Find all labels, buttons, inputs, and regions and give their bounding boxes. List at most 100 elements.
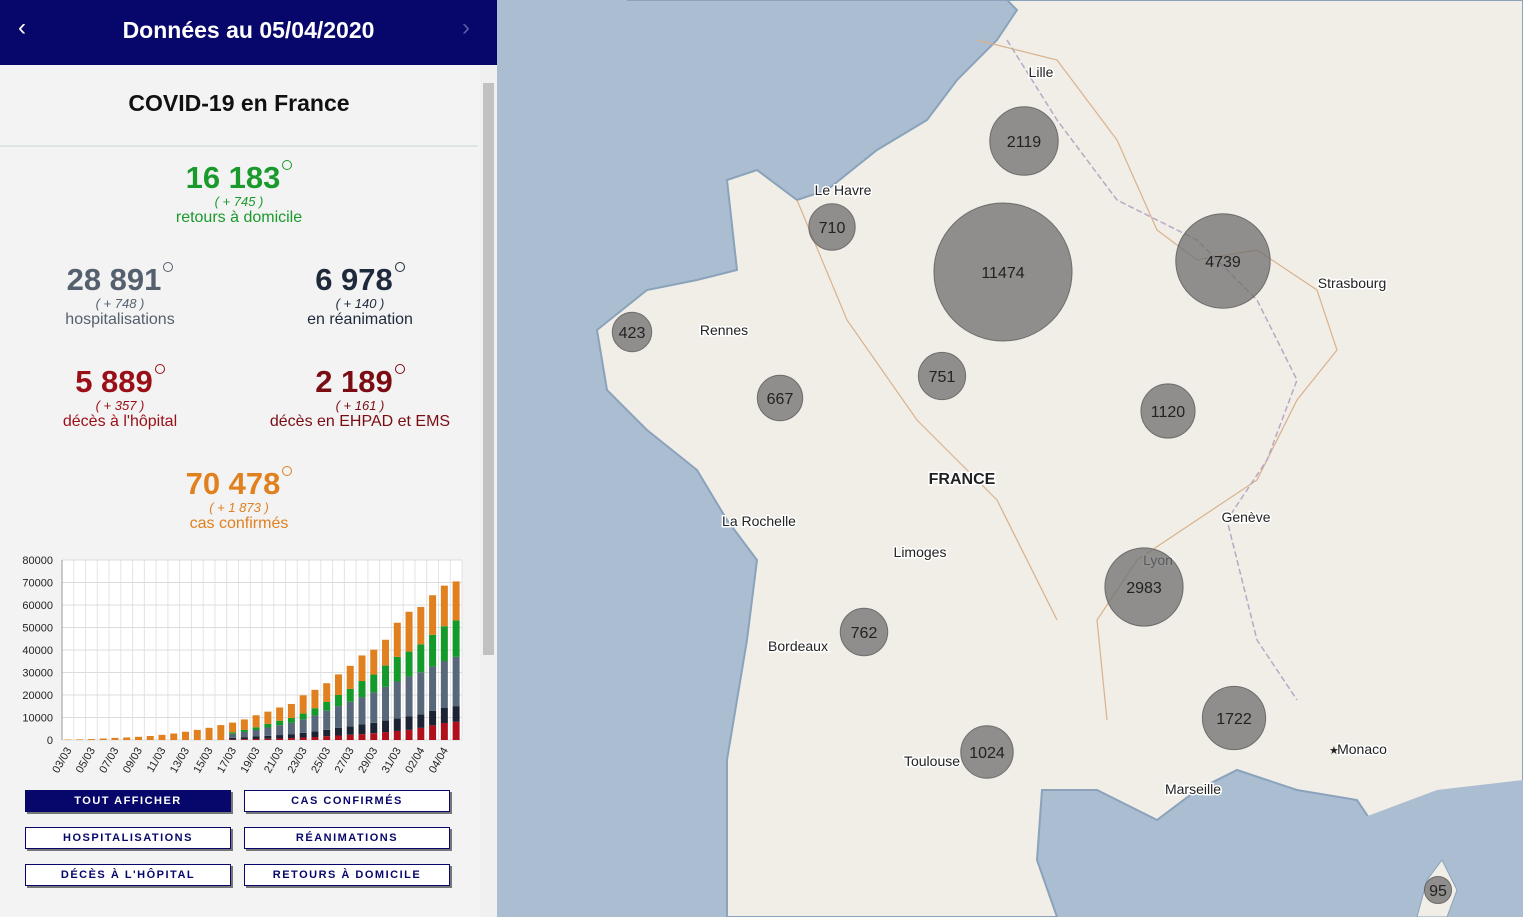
scrollbar[interactable] xyxy=(480,65,497,917)
stat-value-row: 70 478 xyxy=(119,466,359,502)
filter-button[interactable]: TOUT AFFICHER xyxy=(25,790,231,812)
bar-segment xyxy=(429,725,437,740)
header-title: Données au 05/04/2020 xyxy=(122,17,375,43)
x-tick-label: 29/03 xyxy=(356,746,380,776)
stat-label: décès à l'hôpital xyxy=(62,413,178,430)
scroll-thumb[interactable] xyxy=(483,83,494,655)
bar-segment xyxy=(382,720,390,733)
bubble-group[interactable]: 4739 xyxy=(1175,213,1271,309)
bar-segment xyxy=(370,692,378,723)
bar-segment xyxy=(334,674,342,695)
bar-segment xyxy=(287,734,295,739)
x-tick-label: 11/03 xyxy=(145,746,169,775)
bubble-group[interactable]: 667 xyxy=(756,374,804,422)
y-tick-label: 50000 xyxy=(22,623,53,635)
bar-segment xyxy=(229,739,237,740)
bubble-group[interactable]: 710 xyxy=(808,203,856,251)
bubble-group[interactable]: 423 xyxy=(611,311,653,353)
city-label: Toulouse xyxy=(904,753,960,769)
bar-segment xyxy=(417,644,425,673)
bubble-label: 95 xyxy=(1429,883,1447,900)
stat-label: en réanimation xyxy=(307,311,413,328)
stat-value-row: 2 189 xyxy=(240,364,480,400)
filter-button[interactable]: RETOURS À DOMICILE xyxy=(244,864,450,886)
bar-segment xyxy=(393,656,401,682)
bar-segment xyxy=(240,729,248,732)
bar-segment xyxy=(299,737,307,740)
city-label: Lille xyxy=(1029,64,1054,80)
bar-segment xyxy=(358,655,366,682)
bubble xyxy=(611,311,653,353)
bubble-group[interactable]: 1024 xyxy=(960,725,1014,779)
prev-arrow[interactable]: ‹ xyxy=(18,14,26,41)
stat-delta: ( + 140 ) xyxy=(335,296,385,311)
bar-segment xyxy=(346,734,354,740)
filter-button[interactable]: CAS CONFIRMÉS xyxy=(244,790,450,812)
info-icon xyxy=(394,364,405,374)
bar-segment xyxy=(229,722,237,733)
filter-button[interactable]: RÉANIMATIONS xyxy=(244,827,450,849)
filter-button[interactable]: HOSPITALISATIONS xyxy=(25,827,231,849)
bar-segment xyxy=(393,730,401,740)
bar-segment xyxy=(334,727,342,736)
next-arrow[interactable]: › xyxy=(462,14,470,41)
stat-label: décès en EHPAD et EMS xyxy=(269,413,451,430)
bar-segment xyxy=(99,738,107,740)
bar-segment xyxy=(193,729,201,740)
bubble xyxy=(933,202,1073,342)
bar-segment xyxy=(311,708,319,716)
bar-segment xyxy=(346,665,354,689)
bar-segment xyxy=(417,727,425,740)
chart: 0 10000 20000 30000 40000 50000 60000 70000 8000… xyxy=(22,555,463,776)
bar-segment xyxy=(323,683,331,702)
bubble-label: 762 xyxy=(851,625,878,642)
bar-segment xyxy=(323,729,331,737)
bar-segment xyxy=(382,639,390,666)
border xyxy=(1006,39,1298,701)
bar-segment xyxy=(452,620,460,657)
bar-segment xyxy=(299,695,307,714)
bar-segment xyxy=(405,716,413,730)
bubble-group[interactable]: 2119 xyxy=(989,106,1059,176)
bar-segment xyxy=(229,733,237,738)
bubble-group[interactable]: 1120 xyxy=(1140,383,1196,439)
bar-segment xyxy=(264,735,272,739)
filter-button[interactable]: DÉCÈS À L'HÔPITAL xyxy=(25,864,231,886)
bubble-group[interactable]: 11474 xyxy=(933,202,1073,342)
stat-value-row: 5 889 xyxy=(0,364,240,400)
stat-delta: ( + 1 873 ) xyxy=(209,500,269,515)
bar-segment xyxy=(405,611,413,652)
bar-segment xyxy=(287,703,295,718)
bar-segment xyxy=(205,727,213,740)
separator xyxy=(0,145,478,147)
bubble-group[interactable]: 95 xyxy=(1423,875,1453,905)
bubble xyxy=(1201,685,1267,751)
bubble xyxy=(989,106,1059,176)
bar-segment xyxy=(323,701,331,711)
stat-delta: ( + 357 ) xyxy=(95,398,145,413)
y-tick-label: 40000 xyxy=(22,645,53,657)
map[interactable]: Lille Le Havre Rennes Strasbourg FRANCE La Ro… xyxy=(497,0,1523,917)
bar-segment xyxy=(264,711,272,724)
bar-segment xyxy=(276,707,284,721)
bubble-group[interactable]: 2983 xyxy=(1104,547,1184,627)
x-tick-label: 03/03 xyxy=(50,746,74,776)
stat-value: 70 478 xyxy=(185,466,281,501)
bubble-group[interactable]: 762 xyxy=(839,607,889,657)
city-label: Genève xyxy=(1221,509,1270,525)
bubble xyxy=(839,607,889,657)
info-icon xyxy=(282,466,293,476)
bar-segment xyxy=(252,729,260,737)
stat-delta: ( + 748 ) xyxy=(95,296,145,311)
bar-segment xyxy=(393,622,401,657)
city-label: Limoges xyxy=(894,544,947,560)
bubble-group[interactable]: 1722 xyxy=(1201,685,1267,751)
bar-segment xyxy=(452,721,460,740)
bar-segment xyxy=(311,715,319,732)
x-tick-label: 04/04 xyxy=(427,746,451,776)
bar-segment xyxy=(440,626,448,661)
bubble-group[interactable]: 751 xyxy=(917,351,967,401)
stat-value-row: 16 183 xyxy=(119,160,359,196)
bar-segment xyxy=(276,735,284,739)
